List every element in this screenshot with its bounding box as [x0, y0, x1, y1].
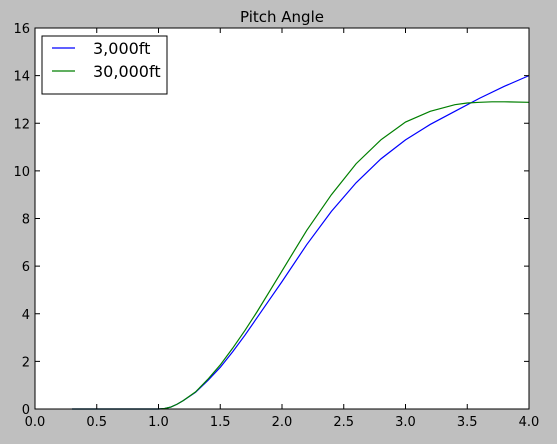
- axis-ticks: 0.0 0.5 1.0 1.5 2.0 2.5 3.0 3.5 4.0 0 2 4 6 8 10 12 14 16: [13, 22, 539, 430]
- legend: 3,000ft 30,000ft: [41, 35, 168, 95]
- x-tick-label: 1.5: [210, 415, 231, 430]
- x-tick-label: 0.5: [86, 415, 107, 430]
- y-tick-label: 10: [13, 165, 30, 180]
- x-tick-label: 0.0: [25, 415, 46, 430]
- x-tick-label: 4.0: [519, 415, 540, 430]
- legend-box: [41, 35, 168, 95]
- legend-label-1: 30,000ft: [93, 62, 161, 81]
- y-tick-label: 0: [22, 403, 30, 418]
- y-tick-label: 8: [22, 213, 30, 228]
- series-lines: [72, 75, 530, 410]
- x-tick-label: 2.0: [272, 415, 293, 430]
- legend-label-0: 3,000ft: [93, 39, 150, 58]
- y-tick-label: 4: [22, 308, 30, 323]
- x-tick-label: 3.5: [457, 415, 478, 430]
- chart-title: Pitch Angle: [240, 8, 324, 26]
- y-tick-label: 2: [22, 355, 30, 370]
- x-tick-label: 1.0: [148, 415, 169, 430]
- y-tick-label: 12: [13, 117, 30, 132]
- y-tick-label: 16: [13, 22, 30, 37]
- x-tick-label: 2.5: [333, 415, 354, 430]
- y-tick-label: 6: [22, 260, 30, 275]
- series-line-1: [72, 101, 530, 410]
- x-tick-label: 3.0: [395, 415, 416, 430]
- y-tick-label: 14: [13, 70, 30, 85]
